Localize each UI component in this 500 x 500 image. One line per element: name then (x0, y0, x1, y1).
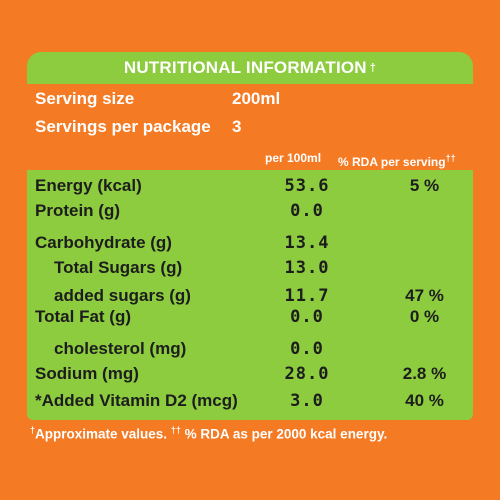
nutrition-title: NUTRITIONAL INFORMATION † (27, 52, 473, 84)
nutrient-name: Total Sugars (g) (54, 258, 183, 277)
footnote-mark-1: † (30, 425, 36, 435)
table-row: cholesterol (mg) 0.0 (27, 337, 473, 361)
nutrient-name: *Added Vitamin D2 (mcg) (35, 391, 238, 410)
nutrient-name: Energy (kcal) (35, 176, 142, 195)
table-row: *Added Vitamin D2 (mcg) 3.0 40 % (27, 389, 473, 413)
table-row: Total Fat (g) 0.0 0 % (27, 305, 473, 329)
serving-size-value: 200ml (232, 89, 281, 108)
per-100ml-value: 13.4 (284, 233, 330, 253)
rda-header: % RDA per serving†† (338, 147, 456, 169)
serving-size-label: Serving size (35, 89, 135, 108)
rda-header-text: % RDA per serving (338, 155, 446, 169)
footnote-text-1: Approximate values. (35, 426, 171, 442)
table-row: Carbohydrate (g) 13.4 (27, 231, 473, 255)
table-row: Total Sugars (g) 13.0 (27, 256, 473, 280)
rda-value: 47 % (405, 286, 444, 305)
serving-size-row: Serving size 200ml (27, 86, 473, 112)
nutrient-name: Carbohydrate (g) (35, 233, 172, 252)
title-text: NUTRITIONAL INFORMATION (123, 58, 367, 77)
footnote: †Approximate values. †† % RDA as per 200… (30, 425, 490, 442)
servings-per-package-value: 3 (232, 117, 242, 136)
table-row: Sodium (mg) 28.0 2.8 % (27, 362, 473, 386)
rda-value: 40 % (405, 391, 444, 410)
footnote-text-2: % RDA as per 2000 kcal energy. (180, 426, 388, 442)
rda-value: 2.8 % (402, 364, 447, 383)
nutrient-name: Total Fat (g) (35, 307, 131, 326)
nutrient-name: cholesterol (mg) (54, 339, 187, 358)
servings-per-package-label: Servings per package (35, 117, 211, 136)
nutrient-name: Protein (g) (35, 201, 120, 220)
per-100ml-header: per 100ml (265, 151, 322, 165)
table-row: added sugars (g) 11.7 47 % (27, 284, 473, 308)
per-100ml-value: 3.0 (290, 391, 324, 411)
rda-header-mark: †† (445, 153, 456, 163)
nutrient-name: Sodium (mg) (35, 364, 139, 383)
table-row: Energy (kcal) 53.6 5 % (27, 174, 473, 198)
per-100ml-value: 53.6 (284, 176, 330, 196)
title-mark: † (369, 62, 377, 74)
nutrient-name: added sugars (g) (54, 286, 191, 305)
per-100ml-value: 0.0 (290, 339, 324, 359)
nutrient-table (27, 170, 473, 420)
per-100ml-value: 11.7 (284, 286, 330, 306)
footnote-mark-2: †† (170, 425, 181, 435)
servings-per-package-row: Servings per package 3 (27, 114, 473, 140)
rda-value: 5 % (409, 176, 440, 195)
per-100ml-value: 0.0 (290, 201, 324, 221)
per-100ml-value: 0.0 (290, 307, 324, 327)
table-row: Protein (g) 0.0 (27, 199, 473, 223)
per-100ml-value: 28.0 (284, 364, 330, 384)
rda-value: 0 % (409, 307, 440, 326)
per-100ml-value: 13.0 (284, 258, 330, 278)
